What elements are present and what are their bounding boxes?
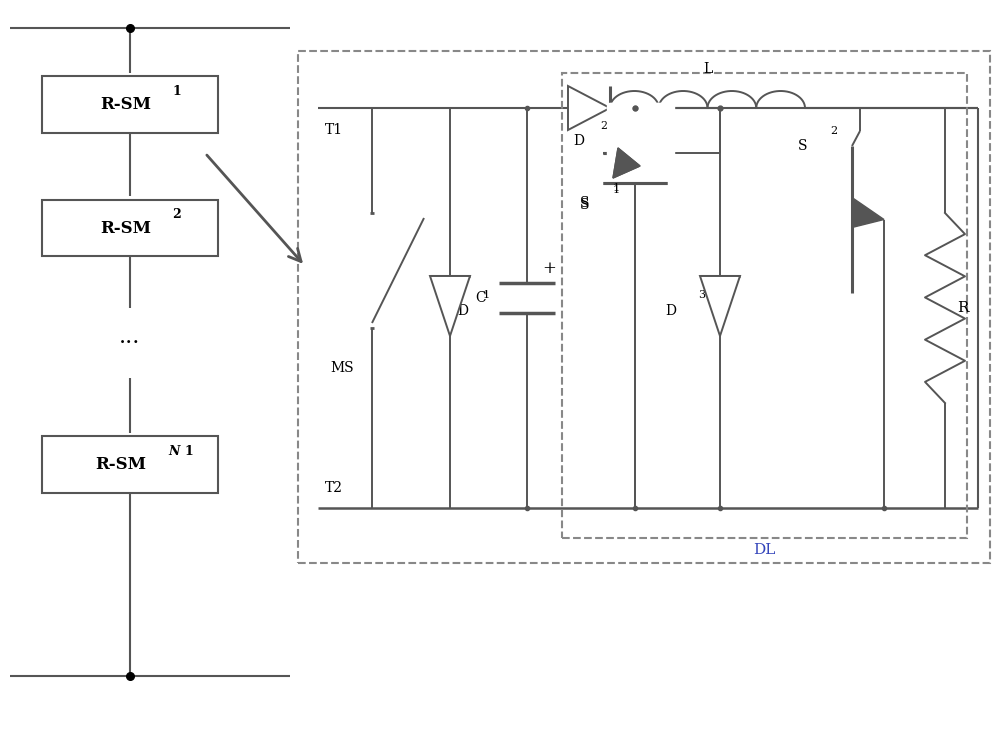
Text: 2: 2: [172, 209, 181, 221]
Text: 2: 2: [600, 121, 607, 131]
Text: 1: 1: [172, 85, 181, 98]
Bar: [42, 436, 218, 493]
Text: D: D: [573, 134, 584, 148]
Polygon shape: [430, 276, 470, 336]
Polygon shape: [852, 198, 884, 227]
Text: S: S: [580, 196, 590, 210]
Text: 1: 1: [613, 183, 620, 193]
Text: +: +: [542, 260, 556, 277]
Text: ···: ···: [119, 332, 141, 354]
Text: R-SM: R-SM: [100, 219, 151, 236]
Text: 2: 2: [830, 126, 837, 136]
Polygon shape: [700, 276, 740, 336]
Text: L: L: [703, 62, 712, 76]
Text: S: S: [580, 198, 590, 212]
Text: T1: T1: [325, 123, 343, 137]
Text: T2: T2: [325, 481, 343, 495]
Polygon shape: [613, 148, 640, 178]
Bar: [42, 76, 218, 133]
Text: 1: 1: [483, 290, 490, 300]
Text: 1: 1: [613, 185, 620, 195]
Bar: [42, 200, 218, 256]
Text: MS: MS: [330, 361, 354, 375]
Polygon shape: [613, 148, 640, 178]
Bar: [562, 73, 967, 538]
Text: 1: 1: [184, 445, 193, 458]
Text: R: R: [957, 301, 968, 315]
Text: R-SM: R-SM: [95, 456, 146, 473]
Text: C: C: [475, 291, 486, 305]
Text: R-SM: R-SM: [100, 96, 151, 113]
Text: DL: DL: [753, 543, 776, 557]
Text: S: S: [798, 139, 808, 153]
Bar: [298, 51, 990, 563]
Text: 3: 3: [698, 290, 705, 300]
Text: D: D: [665, 304, 676, 318]
Polygon shape: [568, 86, 610, 130]
Text: N: N: [168, 445, 179, 458]
Text: D: D: [457, 304, 468, 318]
